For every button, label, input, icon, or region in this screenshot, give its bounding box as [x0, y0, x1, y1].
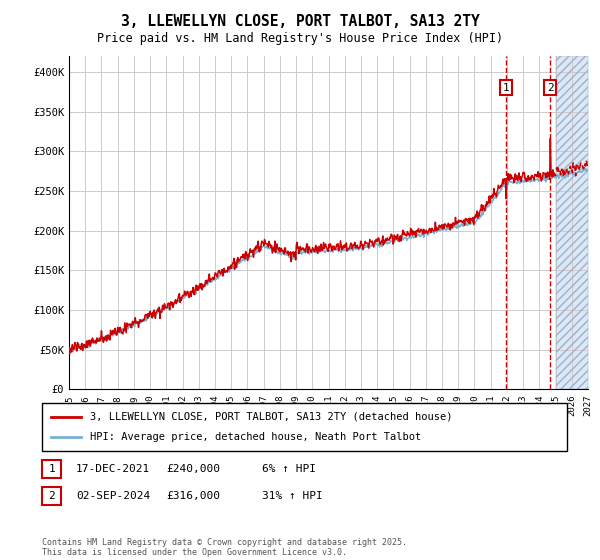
Text: 2: 2 [48, 491, 55, 501]
Text: 3, LLEWELLYN CLOSE, PORT TALBOT, SA13 2TY (detached house): 3, LLEWELLYN CLOSE, PORT TALBOT, SA13 2T… [90, 412, 452, 422]
Text: Price paid vs. HM Land Registry's House Price Index (HPI): Price paid vs. HM Land Registry's House … [97, 32, 503, 45]
Text: 6% ↑ HPI: 6% ↑ HPI [262, 464, 316, 474]
Text: 1: 1 [503, 83, 509, 92]
Text: 3, LLEWELLYN CLOSE, PORT TALBOT, SA13 2TY: 3, LLEWELLYN CLOSE, PORT TALBOT, SA13 2T… [121, 14, 479, 29]
Text: HPI: Average price, detached house, Neath Port Talbot: HPI: Average price, detached house, Neat… [90, 432, 421, 442]
Text: 1: 1 [48, 464, 55, 474]
Text: 31% ↑ HPI: 31% ↑ HPI [262, 491, 323, 501]
Text: 2: 2 [547, 83, 554, 92]
Text: £240,000: £240,000 [166, 464, 220, 474]
Text: 17-DEC-2021: 17-DEC-2021 [76, 464, 151, 474]
Text: £316,000: £316,000 [166, 491, 220, 501]
Text: 02-SEP-2024: 02-SEP-2024 [76, 491, 151, 501]
Text: Contains HM Land Registry data © Crown copyright and database right 2025.
This d: Contains HM Land Registry data © Crown c… [42, 538, 407, 557]
